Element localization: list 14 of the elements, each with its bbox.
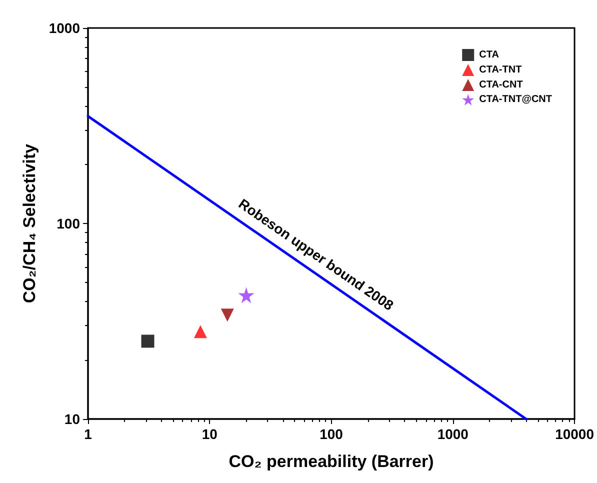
legend-label: CTA-TNT@CNT bbox=[479, 94, 552, 106]
y-axis-title: CO₂/CH₄ Selectivity bbox=[20, 143, 39, 304]
legend-label: CTA bbox=[479, 50, 499, 60]
x-tick-label: 10000 bbox=[555, 426, 594, 442]
y-tick-label: 100 bbox=[56, 216, 80, 232]
legend-label: CTA-CNT bbox=[479, 80, 523, 90]
legend-label: CTA-TNT bbox=[479, 64, 522, 76]
x-tick-label: 1000 bbox=[437, 426, 469, 442]
x-axis-title: CO₂ permeability (Barrer) bbox=[228, 452, 434, 471]
x-tick-label: 10 bbox=[202, 426, 218, 442]
y-tick-label: 10 bbox=[64, 411, 80, 427]
y-tick-label: 1000 bbox=[48, 20, 80, 36]
x-tick-label: 100 bbox=[320, 426, 344, 442]
x-tick-label: 1 bbox=[84, 426, 92, 442]
